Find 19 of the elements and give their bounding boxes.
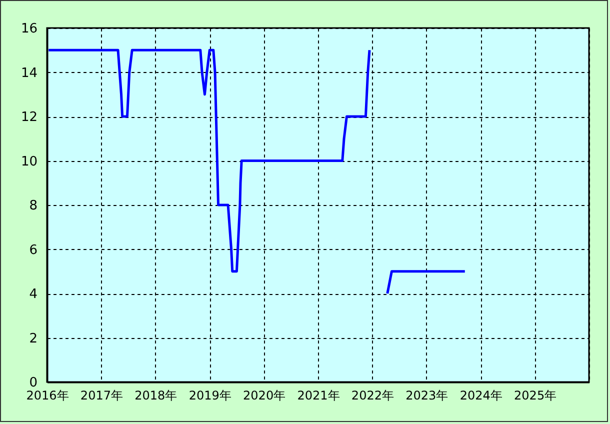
x-tick-label: 2020年: [243, 388, 286, 402]
y-tick-label: 12: [20, 110, 38, 125]
x-tick-label: 2025年: [514, 388, 557, 402]
x-tick-label: 2021年: [297, 388, 340, 402]
y-tick-label: 0: [29, 376, 38, 390]
y-tick-label: 4: [29, 287, 38, 302]
x-tick-label: 2024年: [460, 388, 502, 402]
y-tick-label: 10: [20, 154, 38, 170]
y-tick-label: 14: [20, 66, 38, 81]
x-tick-label: 2023年: [406, 388, 448, 402]
y-tick-label: 2: [29, 331, 38, 346]
x-tick-label: 2022年: [351, 388, 394, 402]
y-tick-label: 16: [20, 22, 38, 36]
y-tick-label: 8: [29, 198, 38, 214]
y-tick-label: 6: [29, 242, 38, 258]
x-tick-label: 2016年: [26, 388, 69, 402]
x-tick-label: 2019年: [188, 388, 232, 402]
x-tick-label: 2018年: [134, 388, 178, 402]
x-tick-label: 2017年: [80, 388, 123, 402]
